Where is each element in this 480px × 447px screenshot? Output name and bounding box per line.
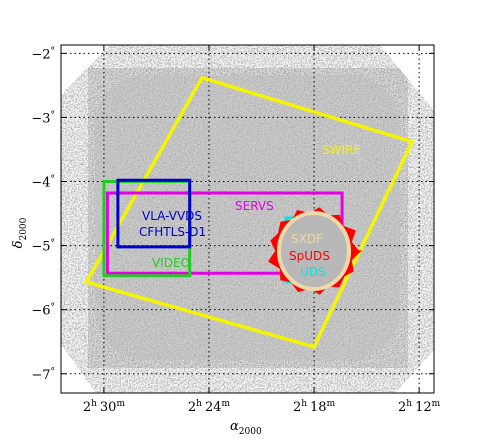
cfhtls-d1-label: CFHTLS-D1 <box>139 225 206 239</box>
plot-frame <box>60 44 435 394</box>
x-axis-label: α2000 <box>230 419 262 437</box>
servs-label: SERVS <box>235 199 274 213</box>
video-label: VIDEO <box>152 256 190 270</box>
y-tick-label: −2° <box>31 46 55 62</box>
y-tick-label: −5° <box>31 239 55 255</box>
spuds-label: SpUDS <box>289 249 330 263</box>
survey-outlines <box>83 75 415 349</box>
axis-ticks: −2° −3° −4° −5° −6° −7° 2h 30m 2h 24m 2h 18m 2h 12m <box>31 45 441 415</box>
sky-corner-bottom-left <box>61 345 96 393</box>
uds-label: UDS <box>300 265 326 279</box>
sxdf-fill <box>279 213 349 289</box>
sky-noise <box>88 68 408 368</box>
vla-vvds-outline <box>116 178 192 249</box>
vla-vvds-label: VLA-VVDS <box>142 209 202 223</box>
sky-corner-top-right <box>380 45 434 110</box>
sky-corner-bottom-right <box>395 350 434 393</box>
swire-outline <box>83 75 415 349</box>
sxdf-outline <box>277 211 351 291</box>
swire-label: SWIRE <box>322 143 361 157</box>
sky-corner-top-left <box>61 45 110 95</box>
x-tick-label: 2h 12m <box>398 399 441 415</box>
sxdf-label: SXDF <box>291 232 323 246</box>
y-axis-label: δ2000 <box>11 217 29 248</box>
y-tick-label: −6° <box>31 303 55 319</box>
coordinate-grid <box>61 45 434 393</box>
y-tick-label: −3° <box>31 110 55 126</box>
survey-labels: SWIRE SERVS VLA-VVDS CFHTLS-D1 VIDEO SXD… <box>139 143 361 279</box>
y-tick-label: −4° <box>31 175 55 191</box>
x-tick-label: 2h 18m <box>293 399 336 415</box>
x-tick-label: 2h 24m <box>188 399 231 415</box>
y-tick-label: −7° <box>31 367 55 383</box>
x-tick-label: 2h 30m <box>83 399 126 415</box>
